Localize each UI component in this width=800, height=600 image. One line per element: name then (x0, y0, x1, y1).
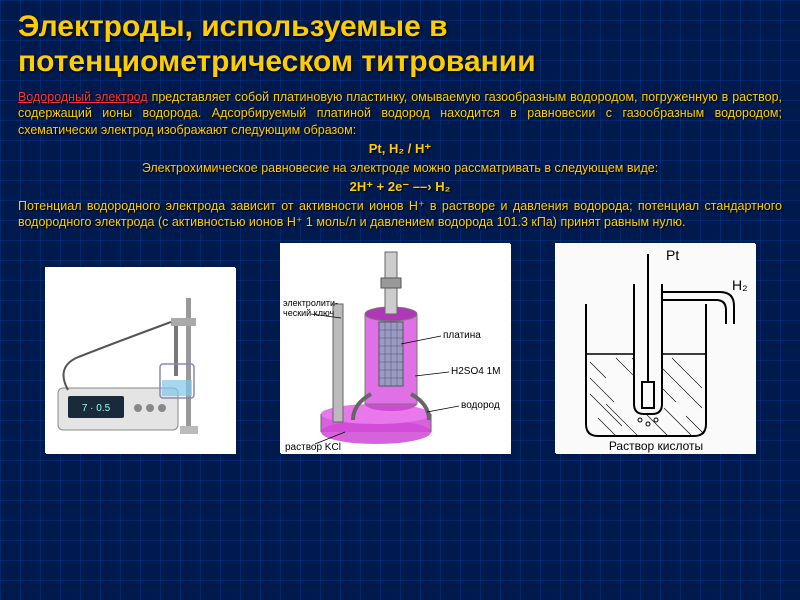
figure-pt-h2-scheme: Pt H₂ Раствор кислоты (555, 243, 755, 453)
slide-title: Электроды, используемые в потенциометрич… (18, 10, 782, 79)
label-pt: Pt (666, 247, 679, 263)
svg-text:7 · 0.5: 7 · 0.5 (81, 403, 110, 414)
figure-ph-meter: 7 · 0.5 (45, 267, 235, 453)
label-h2: H₂ (732, 277, 748, 293)
figures-row: 7 · 0.5 (18, 243, 782, 453)
svg-text:электролити- ческий: электролити- ческий ключ (283, 298, 341, 318)
paragraph-2: Электрохимическое равновесие на электрод… (18, 160, 782, 176)
label-acid-solution: Раствор кислоты (609, 439, 703, 453)
formula-2: 2H⁺ + 2e⁻ ––› H₂ (18, 179, 782, 195)
hydrogen-electrode-link: Водородный электрод (18, 90, 148, 104)
figure-hydrogen-electrode-diagram: электролити- ческий ключ платина H2SO4 1… (280, 243, 510, 453)
paragraph-3: Потенциал водородного электрода зависит … (18, 198, 782, 231)
formula-1: Pt, H₂ / H⁺ (18, 141, 782, 157)
label-h2so4: H2SO4 1M (451, 366, 500, 377)
label-hydrogen: водород (461, 400, 500, 411)
label-kcl: раствор KCl (285, 442, 341, 453)
label-platinum: платина (443, 330, 481, 341)
paragraph-1: Водородный электрод представляет собой п… (18, 89, 782, 138)
